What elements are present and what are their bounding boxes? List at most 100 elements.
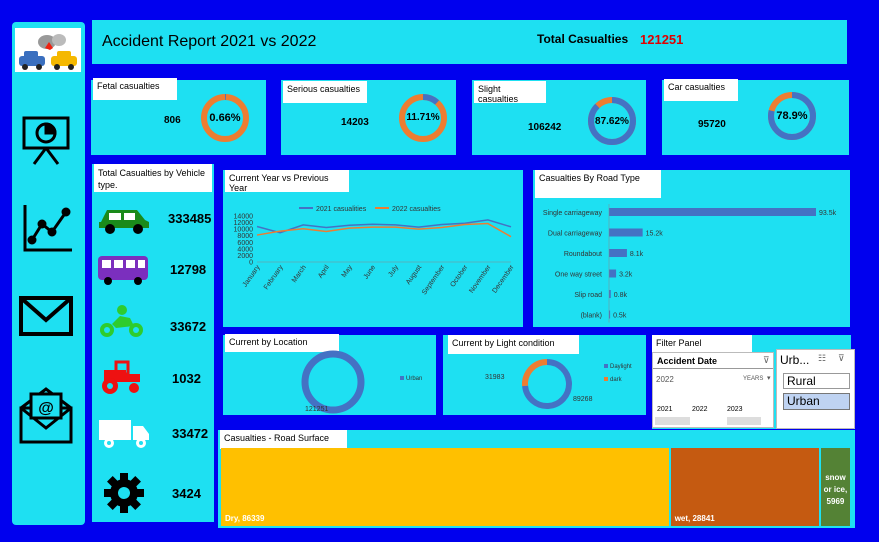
legend-swatch	[604, 377, 608, 381]
legend-label: 2021 casualities	[316, 206, 367, 213]
clear-filter-icon[interactable]: ⊽	[838, 353, 845, 363]
kpi-percent: 87.62%	[595, 116, 629, 127]
kpi-donut-arc	[768, 92, 816, 140]
option-rural[interactable]: Rural	[783, 373, 850, 389]
x-tick-label: May	[341, 264, 355, 279]
email-open-icon[interactable]: @	[19, 386, 73, 449]
line-chart-title: Current Year vs Previous Year	[225, 170, 349, 193]
header-bar: Accident Report 2021 vs 2022 Total Casua…	[92, 20, 847, 64]
page-title: Accident Report 2021 vs 2022	[102, 33, 317, 50]
date-slicer-title: Accident Date	[657, 356, 718, 366]
road-type-bar	[609, 208, 816, 216]
data-label: 31983	[485, 374, 505, 381]
years-dropdown-arrow[interactable]: ▾	[767, 375, 771, 382]
tractor-icon	[98, 360, 144, 401]
y-tick-label: 14000	[234, 214, 254, 221]
years-dropdown[interactable]: YEARS	[743, 376, 764, 382]
year-label-2021[interactable]: 2021	[657, 406, 673, 413]
road-type-title: Casualties By Road Type	[535, 170, 661, 198]
bus-icon	[96, 254, 150, 291]
vehicle-value-other: 3424	[172, 486, 201, 501]
option-urban[interactable]: Urban	[783, 393, 850, 410]
road-type-bar	[609, 310, 611, 319]
y-category-label: (blank)	[581, 313, 602, 320]
y-tick-label: 12000	[234, 220, 254, 227]
urban-slicer-title: Urb...	[780, 353, 810, 367]
line-graph-icon[interactable]	[22, 202, 74, 259]
y-category-label: Slip road	[574, 292, 602, 299]
kpi-value: 95720	[698, 119, 726, 130]
bar-data-label: 93.5k	[819, 210, 837, 217]
x-tick-label: September	[421, 264, 447, 297]
y-category-label: Dual carriageway	[548, 231, 603, 238]
y-category-label: Roundabout	[564, 251, 602, 258]
light-donut-chart: 89268 31983 Daylight dark	[485, 359, 632, 409]
kpi-donut	[201, 94, 249, 142]
kpi-card-slight: Slight casualties 106242 87.62%	[472, 80, 646, 155]
legend-label: Daylight	[610, 364, 632, 370]
car-crash-icon[interactable]	[15, 28, 81, 72]
legend-label: 2022 casualties	[392, 206, 441, 213]
kpi-donut-arc	[399, 94, 447, 142]
treemap-tile: Dry, 86339	[221, 448, 669, 526]
road-type-bar	[609, 249, 627, 257]
road-type-bar	[609, 269, 617, 278]
kpi-value: 806	[164, 115, 181, 126]
road-type-panel: Casualties By Road Type Single carriagew…	[533, 170, 850, 327]
treemap-label: snow or ice, 5969	[823, 473, 848, 506]
legend-swatch	[604, 364, 608, 368]
series-line	[256, 222, 512, 238]
slicer-divider	[653, 368, 773, 369]
data-label: 121251	[305, 406, 328, 413]
y-category-label: Single carriageway	[543, 210, 603, 217]
bar-data-label: 15.2k	[646, 231, 664, 238]
x-tick-label: July	[387, 264, 400, 279]
y-tick-label: 8000	[237, 233, 253, 240]
road-type-bar	[609, 228, 643, 237]
donut-slice	[522, 359, 572, 409]
y-tick-label: 0	[249, 260, 253, 267]
date-slicer[interactable]: Accident Date ⊽ 2022 YEARS ▾ 2021 2022 2…	[652, 352, 774, 428]
x-tick-label: November	[468, 264, 493, 295]
road-type-bar	[609, 290, 611, 298]
x-tick-label: June	[363, 264, 378, 281]
line-chart-panel: Current Year vs Previous Year 2021 casua…	[223, 170, 523, 327]
year-label-2022[interactable]: 2022	[692, 406, 708, 413]
line-chart: 2021 casualities 2022 casualties 020004000…	[234, 206, 516, 297]
bar-data-label: 8.1k	[630, 251, 644, 258]
kpi-donut-arc	[588, 97, 636, 145]
mail-icon[interactable]	[19, 296, 73, 341]
vehicle-value-bus: 12798	[170, 262, 207, 277]
vehicle-panel-title: Total Casualties by Vehicle type.	[94, 164, 212, 192]
light-title: Current by Light condition	[448, 335, 579, 354]
kpi-card-car: Car casualties 95720 78.9%	[662, 79, 849, 155]
vehicle-value-van: 33472	[172, 426, 209, 441]
year-bar-2023[interactable]	[727, 417, 761, 425]
y-tick-label: 6000	[237, 240, 253, 247]
location-panel: Current by Location Urban 121251	[223, 334, 436, 415]
kpi-percent: 78.9%	[776, 110, 808, 122]
svg-text:@: @	[38, 400, 54, 417]
data-label: 89268	[573, 396, 593, 403]
series-line	[256, 219, 512, 234]
presentation-chart-icon[interactable]	[20, 114, 72, 171]
urban-slicer[interactable]: Urb... ☷ ⊽ Rural Urban	[776, 349, 855, 429]
treemap-label: wet, 28841	[674, 514, 715, 523]
treemap-tile: snow or ice, 5969	[820, 448, 850, 526]
x-tick-label: August	[405, 264, 423, 286]
x-tick-label: December	[491, 264, 516, 295]
kpi-card-fetal: Fetal casualties 806 0.66%	[91, 78, 266, 155]
x-tick-label: October	[449, 264, 469, 289]
road-surface-title: Casualties - Road Surface	[220, 430, 347, 449]
multi-select-icon[interactable]: ☷	[818, 353, 827, 363]
kpi-card-serious: Serious casualties 14203 11.71%	[281, 80, 456, 155]
year-label-2023[interactable]: 2023	[727, 406, 743, 413]
bar-data-label: 3.2k	[619, 272, 633, 279]
kpi-donut	[768, 92, 816, 140]
road-surface-treemap: Dry, 86339 wet, 28841 snow or ice, 5969	[221, 448, 852, 526]
motorcycle-icon	[98, 304, 144, 345]
y-tick-label: 4000	[237, 246, 253, 253]
year-bar-2021[interactable]	[655, 417, 690, 425]
clear-filter-icon[interactable]: ⊽	[763, 355, 770, 365]
road-surface-panel: Casualties - Road Surface Dry, 86339 wet,…	[218, 430, 855, 528]
